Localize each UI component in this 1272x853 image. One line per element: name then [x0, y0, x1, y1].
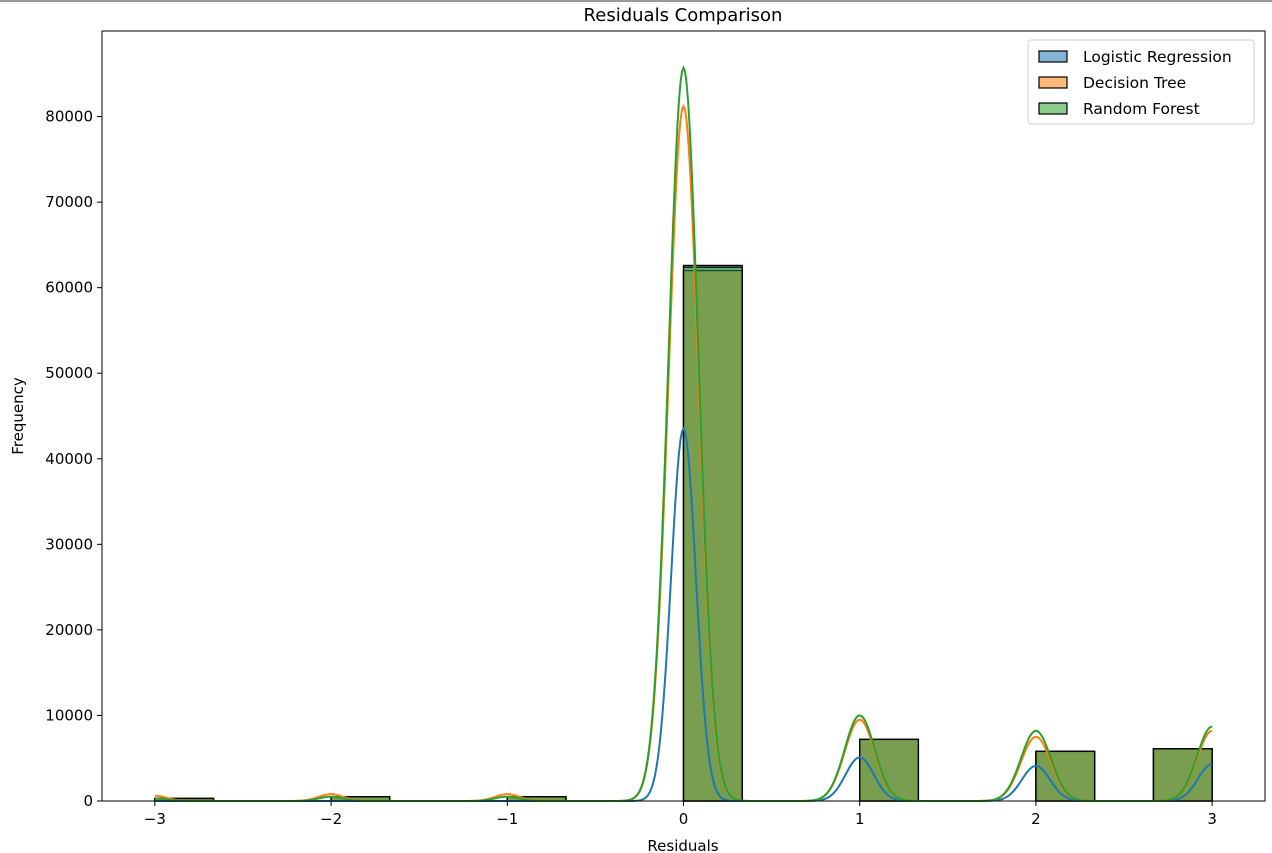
legend-label: Logistic Regression — [1083, 48, 1232, 66]
y-tick-label: 20000 — [45, 621, 93, 639]
plot-area — [101, 30, 1266, 802]
y-axis-title: Frequency — [9, 377, 27, 455]
x-axis: −3 −2 −1 0 1 2 3 — [144, 801, 1217, 828]
y-tick-label: 70000 — [45, 193, 93, 211]
x-tick-label: 3 — [1207, 810, 1217, 828]
legend-label: Random Forest — [1083, 100, 1200, 118]
legend-label: Decision Tree — [1083, 74, 1186, 92]
y-axis: 0 10000 20000 30000 40000 50000 60000 70000 8000… — [45, 108, 102, 810]
x-tick-label: 1 — [855, 810, 865, 828]
y-tick-label: 50000 — [45, 364, 93, 382]
y-tick-label: 40000 — [45, 450, 93, 468]
x-axis-title: Residuals — [647, 837, 718, 853]
legend-swatch — [1038, 76, 1068, 89]
legend-swatch — [1038, 50, 1068, 63]
x-tick-label: −2 — [320, 810, 342, 828]
x-tick-label: 0 — [679, 810, 689, 828]
y-tick-label: 0 — [83, 792, 93, 810]
y-tick-label: 10000 — [45, 706, 93, 724]
chart-title: Residuals Comparison — [584, 5, 783, 26]
window-top-border — [0, 0, 1272, 2]
x-tick-label: 2 — [1031, 810, 1041, 828]
kde-line-1 — [154, 103, 1213, 802]
bar-2-4 — [859, 738, 920, 802]
legend: Logistic Regression Decision Tree Random F… — [1027, 39, 1255, 125]
x-tick-label: −3 — [144, 810, 166, 828]
bar-2-6 — [1152, 748, 1213, 802]
x-tick-label: −1 — [496, 810, 518, 828]
legend-swatch — [1038, 102, 1068, 115]
bar-2-3 — [682, 266, 743, 802]
legend-box — [1027, 39, 1255, 125]
y-tick-label: 30000 — [45, 535, 93, 553]
y-tick-label: 80000 — [45, 108, 93, 126]
y-tick-label: 60000 — [45, 279, 93, 297]
bar-2-5 — [1035, 750, 1096, 802]
kde-line-2 — [154, 65, 1213, 802]
